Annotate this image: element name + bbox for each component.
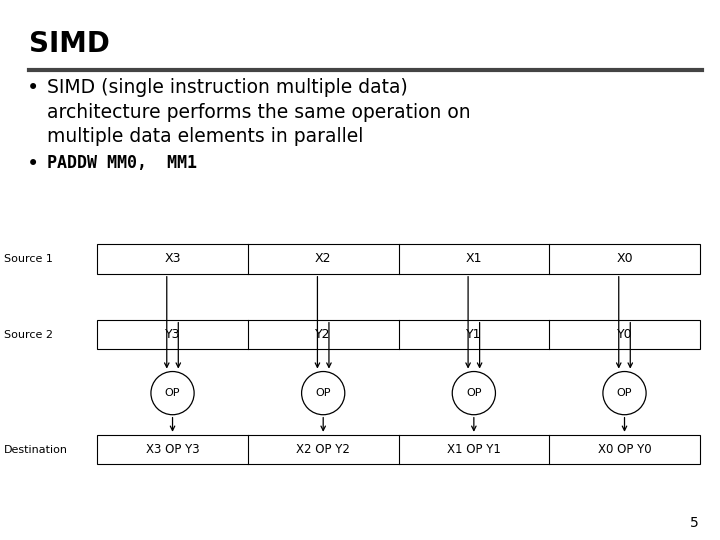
Text: 5: 5 <box>690 516 698 530</box>
Text: •: • <box>27 78 40 98</box>
Text: OP: OP <box>315 388 331 398</box>
Text: Y3: Y3 <box>165 328 180 341</box>
Text: Y0: Y0 <box>617 328 632 341</box>
Text: Y1: Y1 <box>466 328 482 341</box>
Text: OP: OP <box>466 388 482 398</box>
Text: Source 2: Source 2 <box>4 329 53 340</box>
Ellipse shape <box>151 372 194 415</box>
Ellipse shape <box>452 372 495 415</box>
Text: Source 1: Source 1 <box>4 254 53 264</box>
Bar <box>97 244 700 274</box>
Text: X2: X2 <box>315 252 331 266</box>
Text: SIMD (single instruction multiple data): SIMD (single instruction multiple data) <box>47 78 408 97</box>
Text: X1: X1 <box>466 252 482 266</box>
Text: X3: X3 <box>164 252 181 266</box>
Text: multiple data elements in parallel: multiple data elements in parallel <box>47 127 363 146</box>
Text: X2 OP Y2: X2 OP Y2 <box>296 443 350 456</box>
Text: Y2: Y2 <box>315 328 331 341</box>
Text: architecture performs the same operation on: architecture performs the same operation… <box>47 103 470 122</box>
Text: •: • <box>27 154 40 174</box>
Text: SIMD: SIMD <box>29 30 109 58</box>
Text: X0: X0 <box>616 252 633 266</box>
Text: OP: OP <box>617 388 632 398</box>
Bar <box>97 435 700 464</box>
Ellipse shape <box>302 372 345 415</box>
Ellipse shape <box>603 372 646 415</box>
Text: X0 OP Y0: X0 OP Y0 <box>598 443 652 456</box>
Text: X3 OP Y3: X3 OP Y3 <box>145 443 199 456</box>
Text: Destination: Destination <box>4 444 68 455</box>
Text: X1 OP Y1: X1 OP Y1 <box>447 443 501 456</box>
Bar <box>97 320 700 349</box>
Text: OP: OP <box>165 388 180 398</box>
Text: PADDW MM0,  MM1: PADDW MM0, MM1 <box>47 154 197 172</box>
